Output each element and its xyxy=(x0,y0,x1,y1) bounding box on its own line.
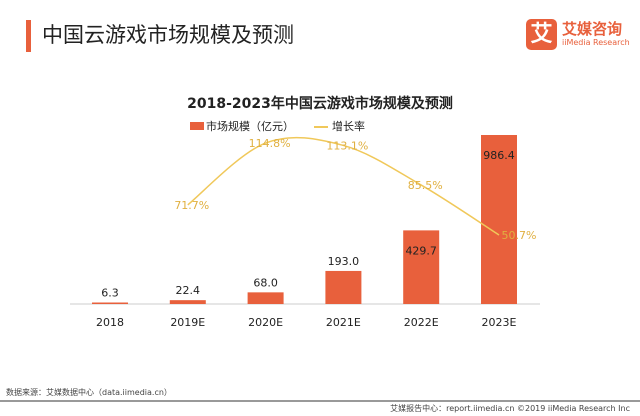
title-accent-bar xyxy=(26,20,31,52)
bar xyxy=(481,135,517,304)
line-label: 113.1% xyxy=(326,139,368,152)
x-tick-label: 2023E xyxy=(482,316,517,329)
bar xyxy=(403,230,440,304)
line-label: 85.5% xyxy=(408,179,443,192)
x-tick-label: 2020E xyxy=(248,316,283,329)
logo-subtext: iiMedia Research xyxy=(562,38,630,47)
bar xyxy=(169,300,206,304)
bar-label: 22.4 xyxy=(176,284,201,297)
footer-divider xyxy=(0,400,640,402)
bar-label: 68.0 xyxy=(253,276,278,289)
logo-text: 艾媒咨询 xyxy=(562,20,623,38)
bar-label: 193.0 xyxy=(328,255,360,268)
bar xyxy=(247,292,284,304)
logo-mark: 艾 xyxy=(526,19,557,50)
source-note: 数据来源：艾媒数据中心（data.iimedia.cn） xyxy=(6,388,172,397)
x-tick-label: 2019E xyxy=(170,316,205,329)
bar-label: 429.7 xyxy=(405,244,437,257)
legend-line: 增长率 xyxy=(314,118,365,134)
line-label: 71.7% xyxy=(174,199,209,212)
line-label: 50.7% xyxy=(502,229,537,242)
bar-label: 6.3 xyxy=(101,287,119,300)
footer-credit: 艾媒报告中心：report.iimedia.cn ©2019 iiMedia R… xyxy=(390,404,630,413)
x-tick-label: 2018 xyxy=(96,316,124,329)
bar-label: 986.4 xyxy=(483,149,515,162)
bar xyxy=(92,302,128,304)
chart-title: 2018-2023年中国云游戏市场规模及预测 xyxy=(187,96,453,112)
x-tick-label: 2022E xyxy=(404,316,439,329)
legend-bar: 市场规模（亿元） xyxy=(190,118,294,134)
legend: 市场规模（亿元） 增长率 xyxy=(190,118,365,134)
page-title: 中国云游戏市场规模及预测 xyxy=(42,23,294,47)
growth-line xyxy=(187,136,500,236)
line-label: 114.8% xyxy=(249,137,291,150)
bar xyxy=(325,270,362,304)
x-tick-label: 2021E xyxy=(326,316,361,329)
